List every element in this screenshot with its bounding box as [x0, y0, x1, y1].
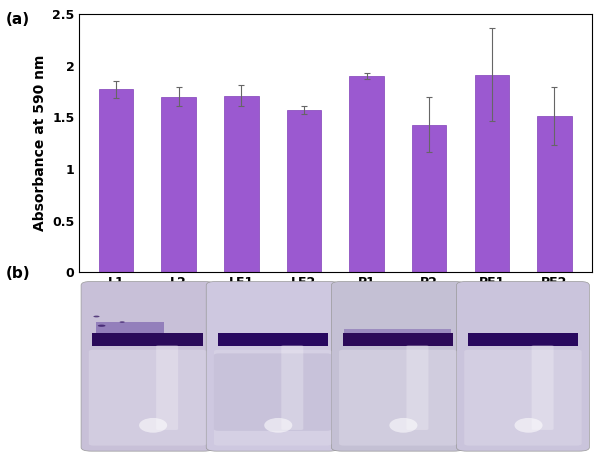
Bar	[99, 89, 133, 272]
Bar	[412, 124, 446, 272]
Bar	[97, 322, 164, 333]
FancyBboxPatch shape	[214, 353, 332, 431]
Bar	[344, 329, 451, 333]
Bar	[537, 116, 571, 272]
Ellipse shape	[390, 418, 417, 433]
FancyBboxPatch shape	[81, 281, 214, 451]
Ellipse shape	[475, 427, 571, 449]
Bar	[475, 75, 509, 272]
Ellipse shape	[264, 418, 292, 433]
Ellipse shape	[94, 315, 100, 317]
FancyBboxPatch shape	[89, 350, 206, 445]
Ellipse shape	[139, 418, 167, 433]
Ellipse shape	[350, 427, 446, 449]
Bar	[92, 333, 202, 346]
FancyBboxPatch shape	[156, 345, 178, 430]
Bar	[161, 96, 196, 272]
Bar	[287, 110, 321, 272]
Ellipse shape	[225, 427, 320, 449]
FancyBboxPatch shape	[214, 350, 332, 445]
FancyBboxPatch shape	[464, 350, 582, 445]
FancyBboxPatch shape	[281, 345, 303, 430]
Bar	[349, 76, 384, 272]
FancyBboxPatch shape	[332, 281, 464, 451]
Bar	[217, 333, 328, 346]
FancyBboxPatch shape	[206, 281, 339, 451]
Bar	[468, 333, 578, 346]
FancyBboxPatch shape	[339, 350, 457, 445]
FancyBboxPatch shape	[532, 345, 554, 430]
Bar	[224, 96, 259, 272]
Ellipse shape	[100, 427, 195, 449]
FancyBboxPatch shape	[406, 345, 428, 430]
Bar	[342, 333, 453, 346]
Ellipse shape	[515, 418, 542, 433]
Ellipse shape	[120, 321, 124, 323]
Ellipse shape	[98, 325, 106, 327]
Y-axis label: Absorbance at 590 nm: Absorbance at 590 nm	[33, 55, 47, 231]
FancyBboxPatch shape	[457, 281, 590, 451]
Text: (b): (b)	[6, 266, 31, 281]
Text: (a): (a)	[6, 12, 30, 27]
